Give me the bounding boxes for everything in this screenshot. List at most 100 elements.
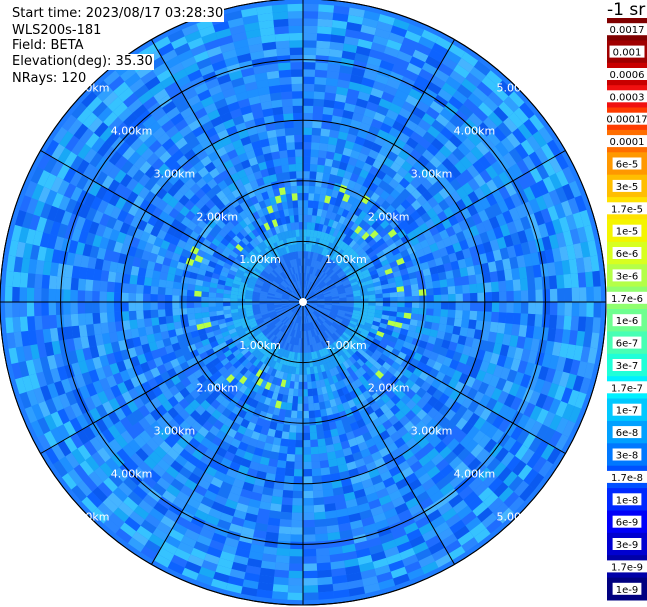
heatmap-cell [160, 515, 176, 529]
heatmap-cell [252, 294, 260, 298]
heatmap-cell [464, 336, 474, 348]
heatmap-cell [314, 526, 328, 535]
heatmap-cell [197, 114, 211, 126]
heatmap-cell [204, 489, 218, 502]
heatmap-cell [324, 503, 336, 512]
heatmap-cell [123, 212, 135, 226]
heatmap-cell [63, 151, 78, 168]
heatmap-cell [123, 112, 138, 128]
heatmap-cell [466, 387, 478, 401]
heatmap-cell [320, 255, 327, 264]
heatmap-cell [405, 389, 416, 400]
heatmap-cell [324, 257, 331, 266]
heatmap-cell [79, 385, 91, 400]
heatmap-cell [315, 547, 330, 557]
heatmap-cell [150, 302, 158, 310]
heatmap-cell [120, 160, 134, 174]
heatmap-cell [143, 242, 154, 253]
heatmap-cell [143, 302, 151, 311]
heatmap-cell [210, 194, 221, 205]
heatmap-cell [330, 290, 339, 295]
heatmap-cell [306, 265, 309, 274]
heatmap-cell [347, 414, 357, 425]
heatmap-cell [256, 386, 265, 395]
heatmap-cell [191, 420, 203, 432]
heatmap-cell [375, 196, 386, 206]
heatmap-cell [330, 472, 341, 482]
heatmap-cell [143, 134, 157, 148]
heatmap-cell [201, 560, 218, 572]
heatmap-cell [97, 141, 111, 157]
heatmap-cell [416, 194, 428, 206]
heatmap-cell [378, 341, 388, 350]
heatmap-cell [289, 259, 294, 268]
heatmap-cell [316, 164, 325, 173]
heatmap-cell [291, 292, 298, 298]
heatmap-cell [204, 127, 218, 139]
heatmap-cell [416, 205, 427, 217]
heatmap-cell [296, 236, 300, 245]
heatmap-cell [358, 375, 368, 385]
heatmap-cell [157, 94, 173, 108]
heatmap-cell [446, 317, 455, 326]
heatmap-cell [335, 175, 344, 185]
heatmap-cell [437, 502, 453, 516]
heatmap-cell [347, 14, 364, 25]
heatmap-cell [227, 365, 237, 374]
heatmap-cell [99, 312, 108, 324]
heatmap-cell [450, 260, 460, 271]
heatmap-cell [263, 198, 272, 207]
heatmap-cell [264, 213, 272, 223]
heatmap-cell [243, 369, 252, 379]
heatmap-cell [221, 345, 230, 354]
heatmap-cell [369, 328, 378, 335]
heatmap-cell [321, 356, 327, 365]
heatmap-cell [478, 434, 492, 449]
heatmap-cell [374, 135, 386, 147]
heatmap-cell [312, 113, 323, 122]
heatmap-cell [287, 230, 293, 238]
heatmap-cell [269, 285, 278, 291]
heatmap-cell [205, 404, 216, 415]
heatmap-cell [83, 396, 96, 411]
heatmap-cell [452, 242, 463, 253]
colorbar-label: 6e-7 [616, 339, 639, 350]
heatmap-cell [191, 172, 203, 184]
heatmap-cell [189, 183, 201, 194]
heatmap-cell [238, 265, 247, 273]
heatmap-cell [171, 442, 184, 455]
heatmap-cell [208, 366, 219, 376]
heatmap-cell [325, 210, 333, 219]
heatmap-cell [220, 379, 230, 389]
heatmap-cell [466, 164, 480, 178]
heatmap-cell [97, 482, 113, 498]
heatmap-cell [329, 368, 336, 377]
heatmap-cell [232, 318, 241, 325]
heatmap-cell [267, 220, 275, 229]
heatmap-cell [217, 279, 226, 286]
heatmap-cell [303, 287, 306, 295]
heatmap-cell [79, 460, 94, 476]
heatmap-cell [191, 378, 202, 389]
heatmap-cell [355, 98, 369, 109]
heatmap-cell [316, 305, 325, 309]
heatmap-cell [288, 570, 303, 579]
heatmap-cell [341, 50, 356, 61]
heatmap-cell [367, 308, 376, 314]
heatmap-cell [197, 426, 209, 438]
heatmap-cell [368, 302, 376, 306]
heatmap-cell [150, 183, 162, 196]
heatmap-cell [150, 309, 159, 318]
heatmap-cell [107, 96, 123, 112]
heatmap-cell [244, 302, 253, 305]
heatmap-cell [565, 373, 577, 390]
heatmap-cell [296, 359, 300, 368]
heatmap-cell [194, 254, 204, 263]
heatmap-cell [46, 234, 58, 250]
heatmap-cell [103, 443, 117, 458]
heatmap-cell [374, 407, 385, 418]
heatmap-cell [184, 478, 198, 491]
heatmap-cell [235, 352, 244, 361]
heatmap-cell [145, 203, 157, 215]
heatmap-cell [300, 280, 303, 288]
